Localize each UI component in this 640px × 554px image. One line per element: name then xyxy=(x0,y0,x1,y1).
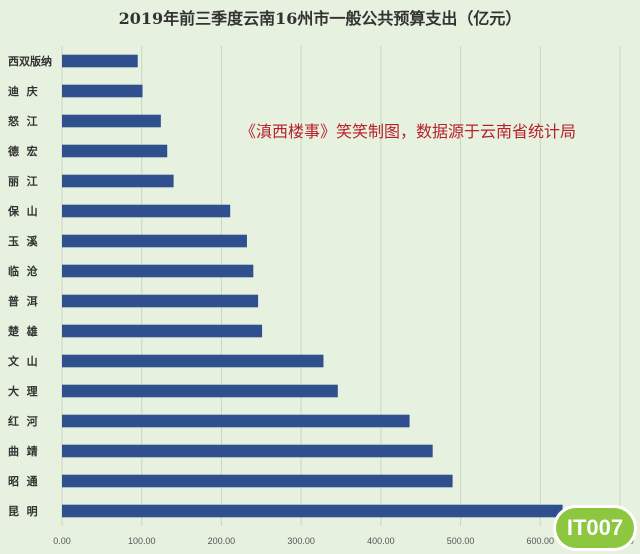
category-label: 昭 通 xyxy=(8,475,38,488)
category-label: 迪 庆 xyxy=(8,84,38,98)
x-tick-label: 600.00 xyxy=(527,536,555,546)
bar xyxy=(62,444,433,458)
category-label: 楚 雄 xyxy=(8,324,38,338)
bar xyxy=(62,144,168,158)
bar xyxy=(62,504,563,518)
bar xyxy=(62,114,161,128)
bar xyxy=(62,474,453,488)
x-tick-labels: 0.00 100.00 200.00 300.00 400.00 500.00 600.00… xyxy=(53,536,634,546)
x-tick-label: 200.00 xyxy=(208,536,236,546)
bar xyxy=(62,414,410,428)
chart-title: 2019年前三季度云南16州市一般公共预算支出（亿元） xyxy=(119,9,522,28)
bar xyxy=(62,234,247,248)
chart-annotation: 《滇西楼事》笑笑制图，数据源于云南省统计局 xyxy=(240,122,576,141)
category-label: 临 沧 xyxy=(8,264,38,278)
category-label: 普 洱 xyxy=(8,294,38,308)
bar xyxy=(62,324,263,338)
category-label: 怒 江 xyxy=(8,114,38,128)
x-tick-label: 300.00 xyxy=(287,536,315,546)
bar xyxy=(62,174,174,188)
category-label: 德 宏 xyxy=(7,144,38,158)
x-tick-label: 0.00 xyxy=(53,536,71,546)
category-label: 文 山 xyxy=(8,354,38,368)
category-label: 丽 江 xyxy=(8,174,38,188)
category-label: 西双版纳 xyxy=(8,54,52,68)
category-label: 玉 溪 xyxy=(8,234,39,248)
bar xyxy=(62,294,259,308)
watermark-logo: IT007 xyxy=(556,508,634,548)
x-tick-label: 400.00 xyxy=(367,536,395,546)
x-tick-label: 100.00 xyxy=(128,536,156,546)
bar xyxy=(62,384,338,398)
category-label: 红 河 xyxy=(8,414,38,428)
bar xyxy=(62,54,138,68)
bar xyxy=(62,264,254,278)
bars xyxy=(62,54,563,518)
category-label: 大 理 xyxy=(8,384,38,398)
category-label: 保 山 xyxy=(7,204,38,218)
x-tick-label: 500.00 xyxy=(447,536,475,546)
bar xyxy=(62,354,324,368)
bar xyxy=(62,204,231,218)
category-label: 曲 靖 xyxy=(8,444,38,458)
bar xyxy=(62,84,143,98)
category-label: 昆 明 xyxy=(8,505,38,518)
